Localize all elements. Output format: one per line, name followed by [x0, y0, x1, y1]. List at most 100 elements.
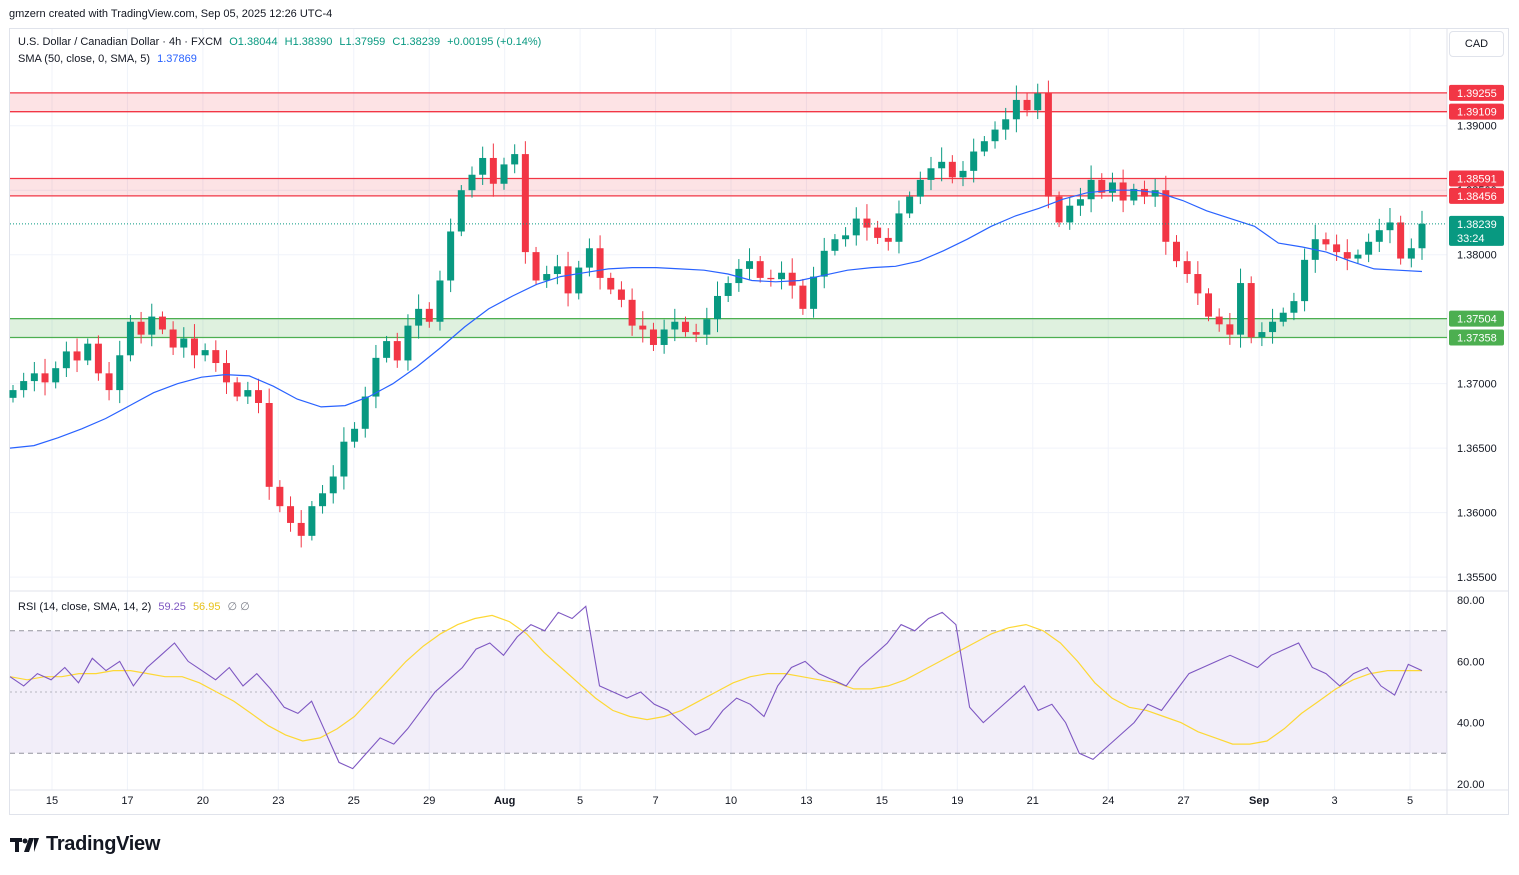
candle-body	[1290, 301, 1298, 313]
candle-body	[201, 350, 209, 356]
tradingview-logo[interactable]: TradingView	[10, 833, 160, 856]
legend-close: C1.38239	[392, 36, 441, 48]
resistance-top-tag	[1449, 84, 1504, 101]
rsi-tick-label: 80.00	[1457, 595, 1485, 607]
candle-body	[94, 343, 102, 374]
time-tick-label: 21	[1027, 795, 1039, 807]
candle-body	[1407, 248, 1415, 259]
candle-body	[105, 373, 113, 391]
legend-high: H1.38390	[284, 36, 333, 48]
candle-body	[1205, 293, 1213, 317]
candle-body	[1269, 321, 1277, 333]
candle-body	[671, 321, 679, 330]
candle-body	[1119, 182, 1127, 201]
resistance-bottom-tag	[1449, 187, 1504, 204]
candle-body	[340, 441, 348, 477]
candle-body	[639, 325, 647, 330]
candle-body	[810, 276, 818, 309]
tradingview-logo-text: TradingView	[46, 833, 161, 855]
candle-body	[1087, 179, 1095, 200]
resistance-top-tag	[1449, 170, 1504, 187]
candle-body	[1140, 188, 1148, 197]
price-tags: 1.39255 1.39109 1.38591 1.38456 1.37504 1.373…	[1449, 84, 1504, 346]
candle-body	[649, 329, 657, 345]
candle-body	[308, 506, 316, 536]
candle-body	[457, 190, 465, 232]
candle-body	[1386, 222, 1394, 231]
support-zone	[10, 318, 1447, 338]
rsi-legend[interactable]: RSI (14, close, SMA, 14, 2) 59.25 56.95 …	[18, 600, 254, 613]
sma-label: SMA (50, close, 0, SMA, 5)	[18, 53, 151, 65]
candle-body	[959, 170, 967, 178]
rsi-tick-label: 20.00	[1457, 779, 1485, 791]
legend-change: +0.00195 (+0.14%)	[447, 36, 542, 48]
candle-body	[778, 272, 786, 280]
time-tick-label: 27	[1178, 795, 1190, 807]
price-axis: 1.390001.385001.380001.375001.370001.365…	[1457, 121, 1497, 584]
legend-open: O1.38044	[229, 36, 278, 48]
candle-body	[500, 164, 508, 184]
resistance-bottom-tag-label: 1.39109	[1457, 107, 1497, 119]
candle-body	[1098, 179, 1106, 193]
candle-body	[1301, 259, 1309, 302]
time-tick-label: 20	[197, 795, 209, 807]
candle-body	[297, 522, 305, 536]
rsi-value: 59.25	[158, 601, 186, 613]
candle-body	[1237, 283, 1245, 335]
rsi-ma-line	[9, 614, 1422, 745]
rsi-tick-label: 40.00	[1457, 718, 1485, 730]
rsi-ma-value: 56.95	[192, 601, 221, 613]
candle-body	[148, 316, 156, 335]
candle-body	[1002, 119, 1010, 130]
candle-body	[1247, 283, 1255, 338]
candle-body	[180, 338, 188, 348]
rsi-tick-label: 60.00	[1457, 656, 1485, 668]
sma-legend[interactable]: SMA (50, close, 0, SMA, 5) 1.37869	[18, 53, 201, 65]
candle-body	[1162, 190, 1170, 242]
candle-body	[404, 325, 412, 361]
time-tick-label: 17	[121, 795, 133, 807]
candle-body	[84, 343, 92, 361]
candle-body	[255, 390, 263, 403]
candle-body	[1215, 316, 1223, 325]
chart-frame	[9, 28, 1509, 815]
candle-body	[244, 390, 252, 397]
candle-body	[1354, 254, 1362, 259]
candle-body	[916, 179, 924, 197]
candle-body	[970, 151, 978, 171]
candle-body	[874, 227, 882, 238]
candle-body	[1375, 230, 1383, 242]
candle-body	[233, 382, 241, 397]
candle-body	[52, 368, 60, 383]
candle-body	[746, 261, 754, 269]
legend-low: L1.37959	[339, 36, 386, 48]
candle-body	[617, 289, 625, 300]
candle-body	[9, 390, 17, 398]
resistance-top-tag-label: 1.39255	[1457, 88, 1497, 100]
candle-body	[521, 154, 529, 253]
candle-body	[190, 338, 198, 356]
candle-body	[628, 299, 636, 326]
candle-body	[607, 277, 615, 290]
candle-body	[938, 161, 946, 169]
candle-body	[116, 355, 124, 391]
candle-body	[596, 248, 604, 278]
candle-body	[276, 486, 284, 507]
candle-body	[158, 316, 166, 330]
price-tick-label: 1.36500	[1457, 443, 1497, 455]
candle-body	[383, 341, 391, 358]
candle-body	[287, 506, 295, 523]
candle-body	[1343, 252, 1351, 259]
rsi-panel	[10, 630, 1447, 754]
resistance-bottom-tag-label: 1.38456	[1457, 191, 1497, 203]
candlestick-series	[9, 80, 1426, 548]
currency-button[interactable]: CAD	[1449, 31, 1504, 57]
candle-body	[948, 161, 956, 178]
time-axis: 15 17 20 23 25 29 Aug 5 7 10 13 15 19 21 24 27 Sep 3 5	[46, 795, 1413, 807]
candle-body	[479, 157, 487, 175]
candle-body	[212, 350, 220, 364]
main-legend[interactable]: U.S. Dollar / Canadian Dollar · 4h · FXC…	[18, 36, 545, 48]
candle-body	[842, 235, 850, 240]
rsi-line	[9, 605, 1423, 770]
